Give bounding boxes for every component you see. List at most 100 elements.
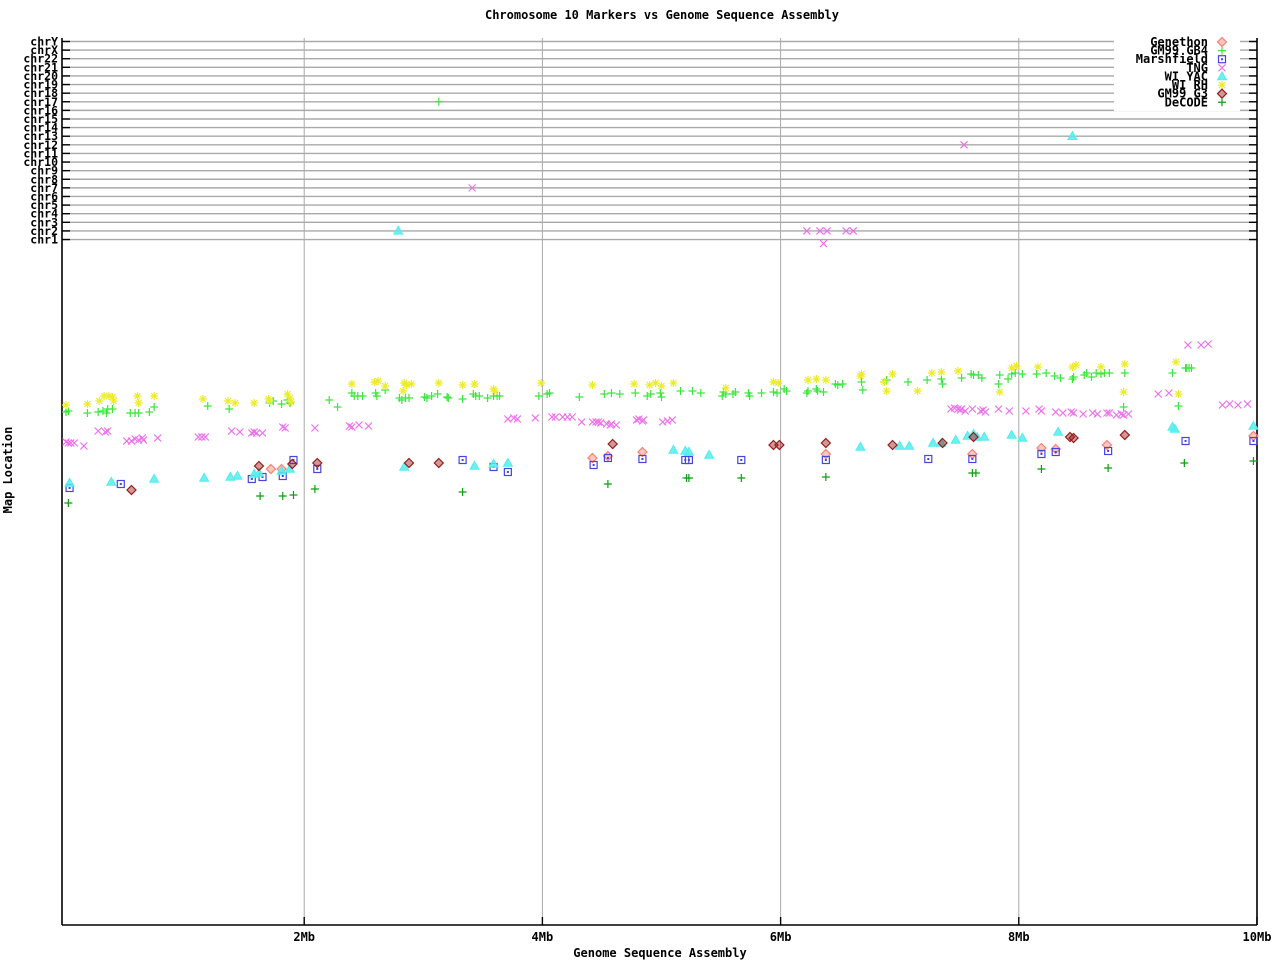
data-point	[607, 389, 616, 397]
diamond-marker-glyph	[126, 484, 137, 496]
plus-marker-glyph	[1050, 372, 1059, 380]
triangle-glyph	[225, 471, 236, 481]
cross-marker-glyph	[1119, 411, 1128, 419]
box-glyph	[1181, 436, 1190, 446]
data-point	[812, 385, 821, 393]
data-point	[1119, 388, 1128, 396]
data-point	[1037, 465, 1046, 473]
diamond-marker-glyph	[607, 438, 619, 450]
data-point	[1105, 369, 1114, 377]
plus-marker-glyph	[1120, 369, 1129, 377]
asterisk-marker-glyph	[231, 399, 240, 407]
data-point	[150, 403, 159, 411]
triangle-glyph	[253, 467, 265, 477]
data-point	[281, 424, 290, 432]
data-point	[938, 380, 947, 388]
asterisk-marker-glyph	[434, 379, 443, 387]
data-point	[577, 418, 586, 426]
asterisk-marker-glyph	[937, 368, 946, 376]
asterisk-marker-glyph	[150, 392, 159, 400]
box-center-dot	[281, 475, 284, 477]
data-point	[656, 389, 665, 397]
plus-marker-glyph	[1004, 375, 1013, 383]
plus-marker-glyph	[358, 392, 367, 400]
plus-marker-glyph	[1249, 457, 1258, 465]
plus-marker-glyph	[475, 392, 484, 400]
box-glyph	[638, 454, 647, 464]
data-point	[1051, 408, 1060, 416]
data-point	[133, 392, 142, 400]
plus-marker-glyph	[545, 389, 554, 397]
cross-marker-glyph	[960, 140, 968, 149]
cross-marker-glyph	[1058, 409, 1067, 417]
data-point	[838, 380, 847, 388]
box-glyph	[1217, 55, 1227, 64]
data-point	[1005, 407, 1014, 415]
series-wi-rh	[62, 358, 1183, 409]
cross-marker-glyph	[639, 416, 648, 424]
plus-marker-glyph	[1092, 369, 1101, 377]
series-decode	[64, 457, 1258, 507]
data-point	[94, 408, 103, 416]
data-point	[994, 380, 1003, 388]
data-point	[773, 389, 782, 397]
data-point	[70, 439, 79, 447]
plus-marker-glyph	[427, 392, 436, 400]
plus-marker-glyph	[64, 407, 73, 415]
plus-marker-glyph	[684, 474, 693, 482]
plus-marker-glyph	[1082, 369, 1091, 377]
data-point	[265, 397, 274, 405]
data-point	[475, 392, 484, 400]
plus-marker-glyph	[656, 389, 665, 397]
data-point	[103, 427, 112, 435]
asterisk-marker-glyph	[370, 378, 379, 386]
triangle-glyph	[950, 434, 962, 444]
data-point	[954, 367, 963, 375]
plus-marker-glyph	[615, 390, 624, 398]
data-point	[83, 400, 92, 408]
cross-marker-glyph	[347, 423, 356, 431]
data-point	[252, 429, 261, 437]
chromosome-label: chr16	[23, 103, 58, 117]
data-point	[278, 492, 287, 500]
cross-marker-glyph	[1183, 341, 1192, 349]
data-point	[857, 370, 866, 378]
data-point	[253, 467, 265, 477]
data-point	[150, 392, 159, 400]
plus-marker-glyph	[1096, 370, 1105, 378]
series-gm99-g3	[126, 429, 1131, 496]
triangle-glyph	[978, 431, 990, 441]
triangle-glyph	[64, 477, 75, 487]
data-point	[116, 479, 125, 489]
cross-marker-glyph	[1225, 400, 1234, 408]
box-glyph	[503, 467, 512, 477]
data-point	[587, 452, 598, 464]
data-point	[1164, 389, 1173, 397]
plus-marker-glyph	[821, 473, 830, 481]
data-point	[194, 433, 203, 441]
data-point	[1071, 361, 1080, 369]
data-point	[278, 423, 287, 431]
data-point	[495, 392, 504, 400]
cross-marker-glyph	[355, 421, 363, 429]
data-point	[1174, 390, 1183, 398]
diamond-marker-glyph	[637, 446, 648, 458]
asterisk-marker-glyph	[1174, 390, 1183, 398]
data-point	[402, 381, 411, 389]
cross-marker-glyph	[1069, 409, 1078, 417]
box-glyph	[1249, 436, 1258, 446]
plus-marker-glyph	[923, 376, 932, 384]
data-point	[721, 384, 730, 392]
cross-marker-glyph	[588, 418, 597, 426]
asterisk-marker-glyph	[588, 381, 597, 389]
plus-marker-glyph	[433, 390, 442, 398]
plus-marker-glyph	[937, 375, 946, 383]
data-point	[126, 484, 137, 496]
data-point	[1037, 407, 1046, 415]
asterisk-marker-glyph	[954, 367, 963, 375]
data-point	[927, 437, 939, 447]
data-point	[923, 376, 932, 384]
diamond-marker-glyph	[1068, 432, 1079, 444]
legend-label: GM99 G3	[1157, 87, 1208, 101]
data-point	[62, 401, 70, 409]
